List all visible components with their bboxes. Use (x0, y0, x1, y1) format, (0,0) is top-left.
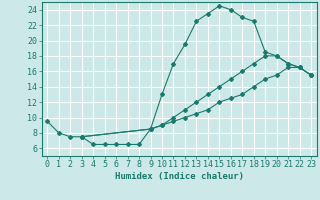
X-axis label: Humidex (Indice chaleur): Humidex (Indice chaleur) (115, 172, 244, 181)
